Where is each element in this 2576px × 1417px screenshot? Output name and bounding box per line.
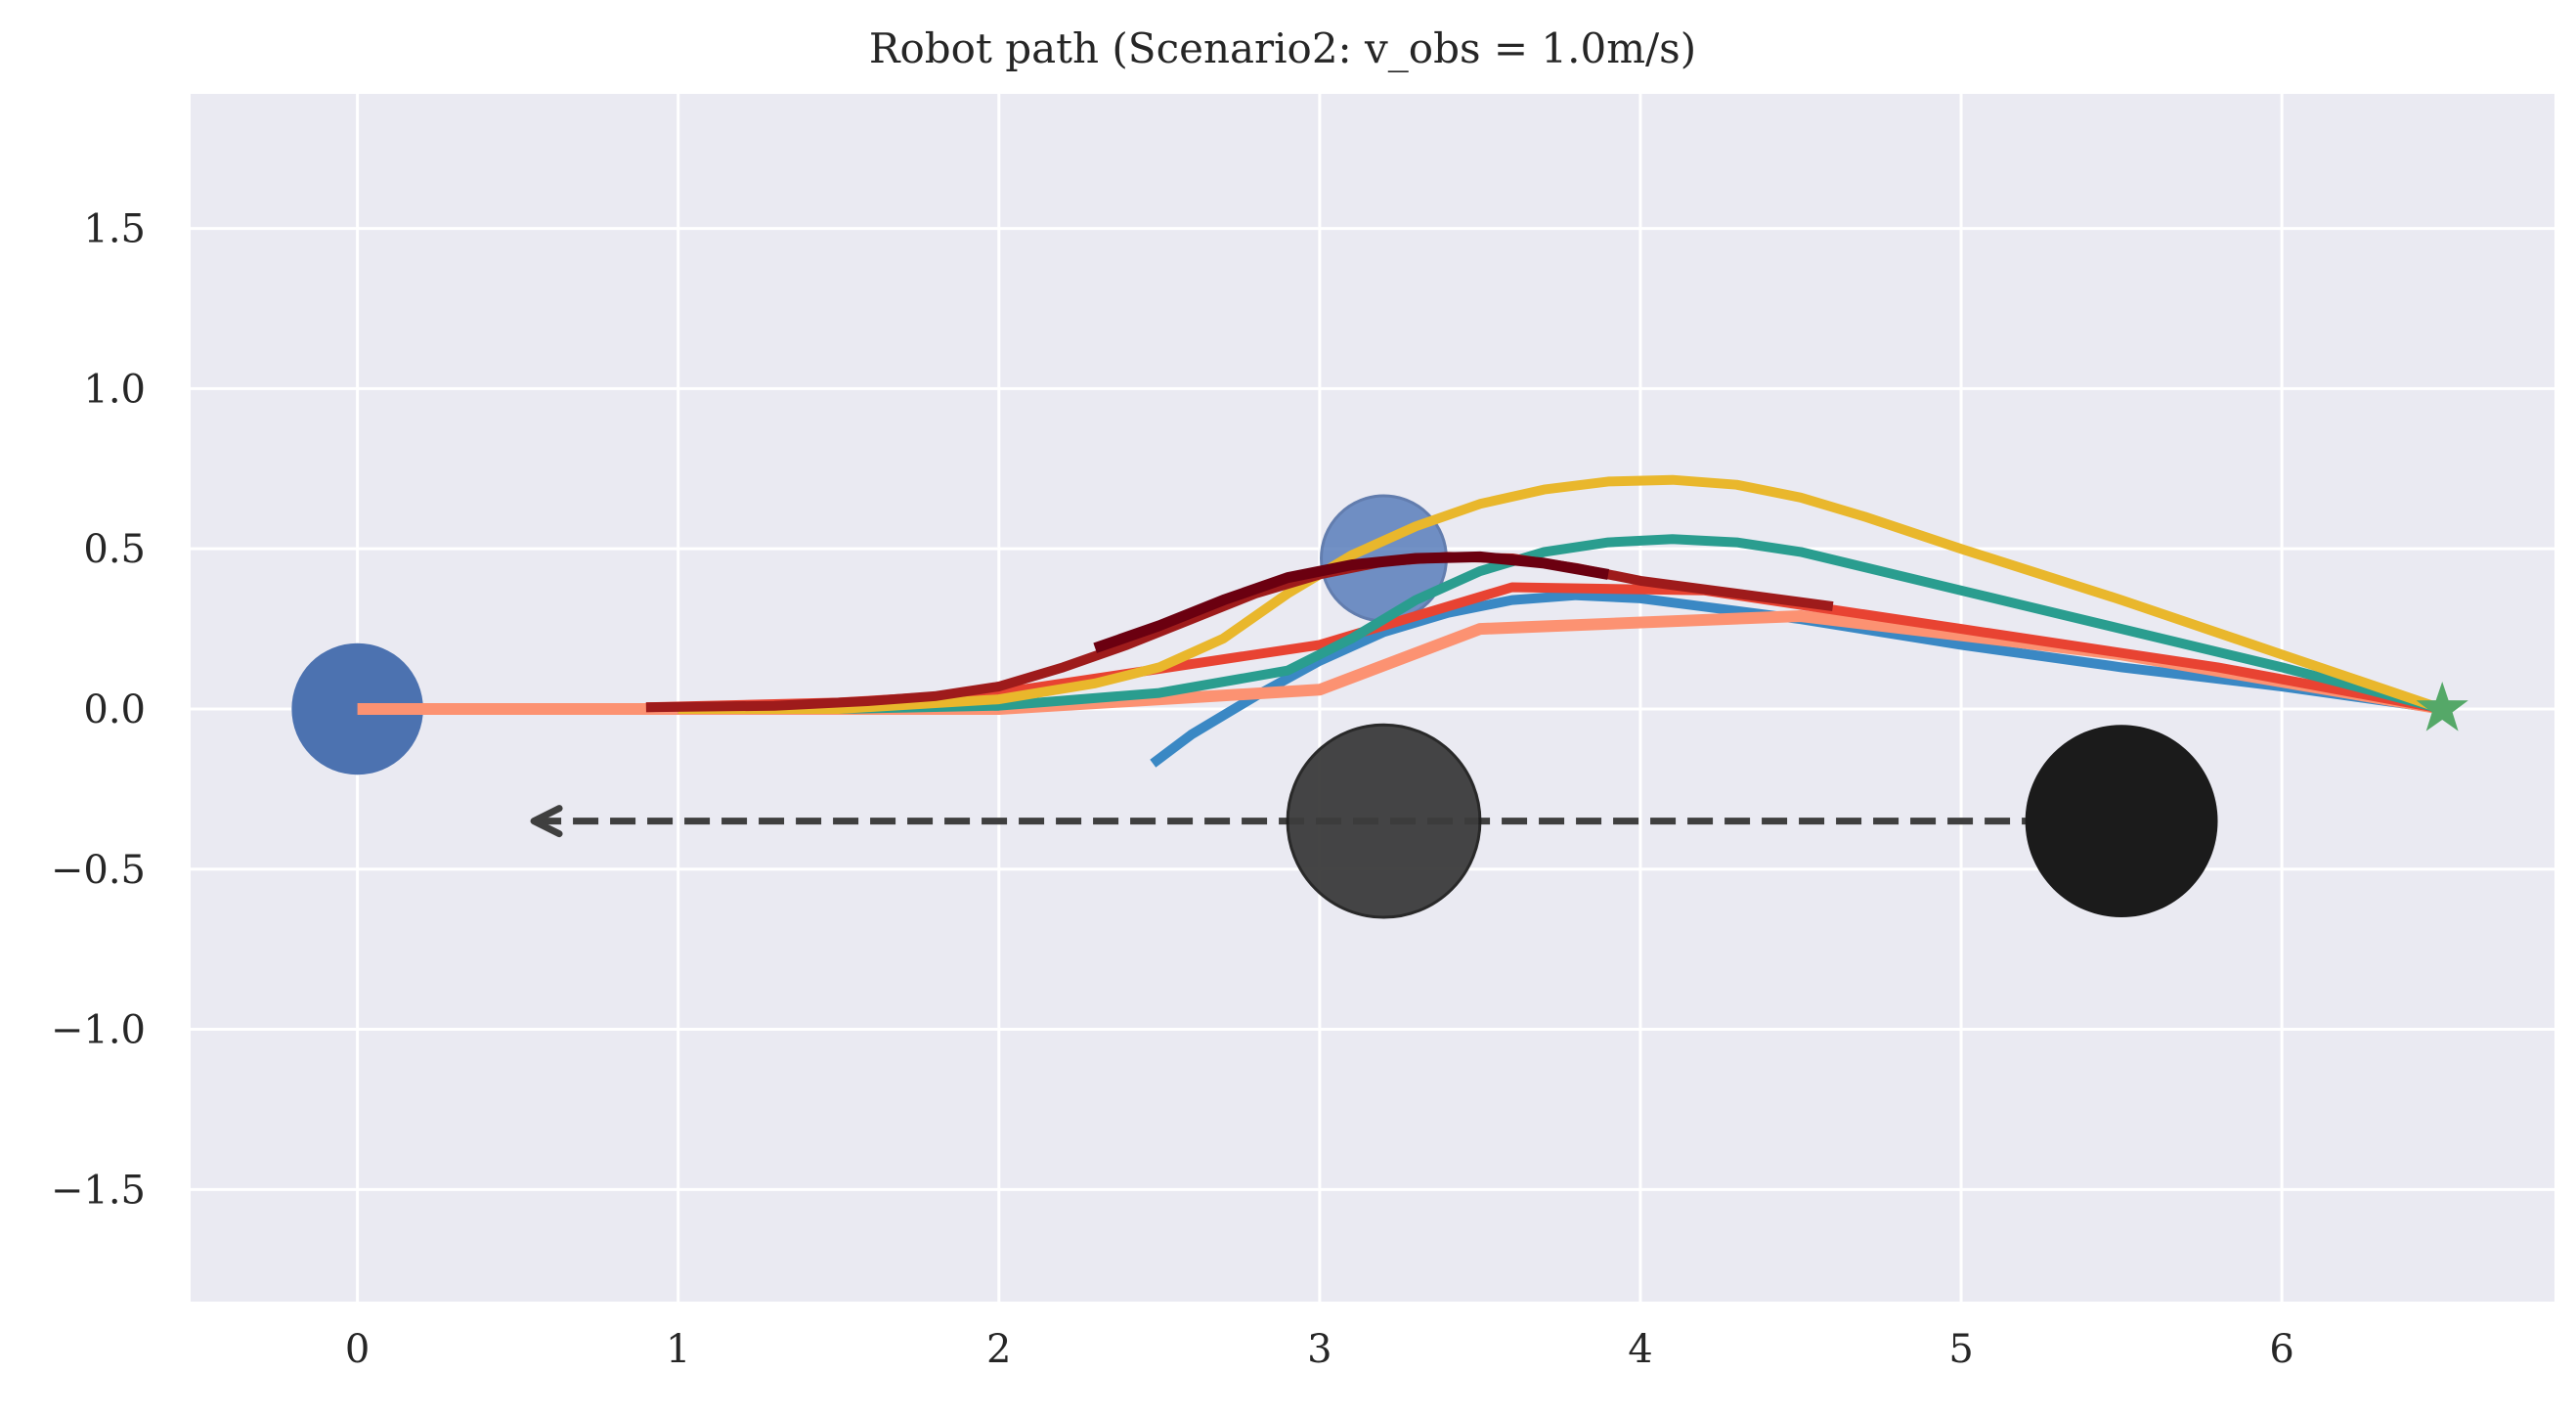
path-series-5 — [677, 474, 2444, 714]
x-axis-ticks: 0 1 2 3 4 5 6 — [345, 1327, 2294, 1372]
y-tick-label: 1.0 — [83, 367, 146, 412]
goal-star-icon — [2416, 682, 2468, 731]
x-tick-label: 1 — [666, 1327, 690, 1372]
path-series-7 — [1093, 551, 1610, 653]
x-tick-label: 6 — [2269, 1327, 2293, 1372]
y-tick-label: 1.5 — [83, 207, 146, 252]
obstacle-circle-current — [1286, 723, 1482, 919]
x-tick-label: 4 — [1628, 1327, 1652, 1372]
path-series-4 — [677, 534, 2444, 714]
x-tick-label: 2 — [986, 1327, 1011, 1372]
x-tick-label: 5 — [1948, 1327, 1973, 1372]
y-tick-label: 0.0 — [83, 687, 146, 732]
chart-title: Robot path (Scenario2: v_obs = 1.0m/s) — [869, 24, 1696, 72]
x-tick-label: 3 — [1307, 1327, 1332, 1372]
y-tick-label: −1.0 — [51, 1008, 146, 1053]
obstacle-circle-start — [2025, 725, 2218, 918]
chart-marks — [291, 474, 2468, 919]
plot-area — [191, 94, 2554, 1302]
y-tick-label: 0.5 — [83, 527, 146, 572]
y-axis-ticks: −1.5 −1.0 −0.5 0.0 0.5 1.0 1.5 — [51, 207, 146, 1214]
obstacle-arrow-head — [530, 805, 563, 838]
x-tick-label: 0 — [345, 1327, 370, 1372]
y-tick-label: −0.5 — [51, 848, 146, 893]
y-tick-label: −1.5 — [51, 1168, 146, 1213]
